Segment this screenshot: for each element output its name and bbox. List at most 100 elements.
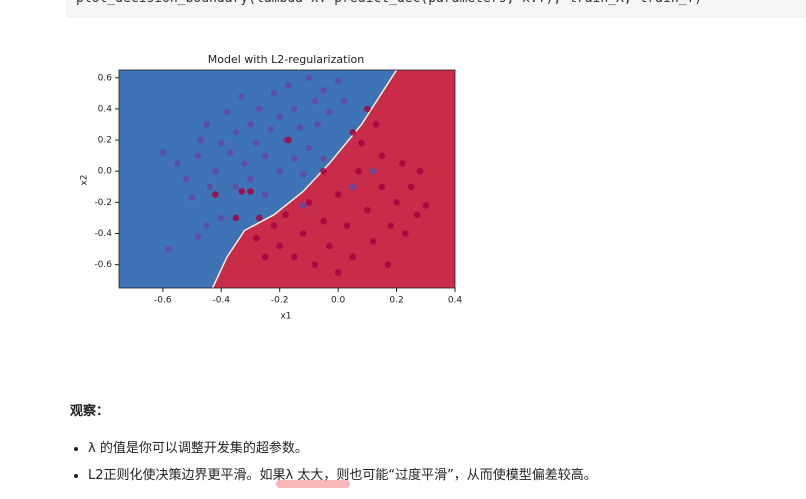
code-cell: plot_decision_boundary(lambda x: predict… <box>66 0 806 18</box>
point <box>165 245 172 253</box>
point <box>159 149 167 156</box>
point <box>270 222 278 230</box>
point <box>334 77 342 85</box>
point <box>285 82 292 89</box>
point <box>261 152 269 159</box>
point <box>378 152 386 159</box>
point <box>212 167 219 175</box>
point <box>253 139 260 147</box>
point <box>393 199 400 206</box>
point <box>206 183 213 191</box>
x-tick-label: 0.0 <box>331 296 346 306</box>
point <box>247 175 254 183</box>
point <box>343 222 351 230</box>
point <box>299 230 307 237</box>
point <box>197 136 205 144</box>
point <box>182 175 190 183</box>
point <box>320 217 327 225</box>
point <box>247 188 254 195</box>
highlight <box>276 480 350 488</box>
point <box>267 125 275 133</box>
point <box>378 183 386 191</box>
decision-boundary <box>211 69 398 289</box>
notes-list: λ 的值是你可以调整开发集的超参数。 L2正则化使决策边界更平滑。如果λ 太大，… <box>70 437 597 483</box>
point <box>241 160 248 167</box>
chart: Model with L2-regularization x1 x2 -0.6 -… <box>80 53 463 322</box>
point <box>255 105 263 113</box>
notes: 观察： λ 的值是你可以调整开发集的超参数。 L2正则化使决策边界更平滑。如果λ… <box>70 400 597 491</box>
point <box>358 139 365 147</box>
point <box>232 214 240 222</box>
point <box>255 214 263 222</box>
point <box>384 261 392 268</box>
chart-title: Model with L2-regularization <box>208 53 364 66</box>
y-axis-label: x2 <box>80 174 90 185</box>
y-tick-label: 0.6 <box>98 73 113 83</box>
y-tick-label: -0.4 <box>94 229 112 239</box>
point <box>387 222 395 230</box>
point <box>270 90 278 97</box>
point <box>399 160 406 167</box>
point <box>212 191 219 198</box>
point <box>291 253 298 261</box>
note-item: L2正则化使决策边界更平滑。如果λ 太大，则也可能“过度平滑”，从而使模型偏差较… <box>88 464 597 483</box>
note-item: λ 的值是你可以调整开发集的超参数。 <box>88 437 597 456</box>
point <box>223 108 231 116</box>
point <box>238 188 246 195</box>
point <box>291 105 298 113</box>
x-tick-label: 0.4 <box>448 296 463 306</box>
point <box>203 121 210 128</box>
y-tick-label: 0.0 <box>98 167 113 177</box>
y-tick-label: 0.4 <box>98 104 113 114</box>
point <box>238 93 246 100</box>
point <box>226 149 234 156</box>
point <box>320 167 327 175</box>
point <box>296 124 304 131</box>
point <box>194 152 202 159</box>
point <box>326 108 333 116</box>
point <box>340 97 348 105</box>
point <box>188 194 196 201</box>
point <box>305 199 313 206</box>
point <box>372 121 380 128</box>
point <box>261 253 269 261</box>
point <box>422 202 430 209</box>
point <box>369 237 377 245</box>
x-tick-label: -0.6 <box>154 296 172 306</box>
plot-frame <box>118 69 456 289</box>
y-tick-label: -0.2 <box>94 198 112 208</box>
point <box>305 144 313 152</box>
point <box>217 139 225 147</box>
point <box>416 167 424 175</box>
point <box>311 97 319 105</box>
point <box>314 121 321 128</box>
x-axis-label: x1 <box>280 312 291 322</box>
point <box>232 183 240 191</box>
point <box>364 206 371 214</box>
point <box>217 214 225 222</box>
point <box>320 86 327 94</box>
point <box>407 183 415 191</box>
point <box>194 233 202 240</box>
x-tick-label: 0.2 <box>389 296 403 306</box>
point <box>402 230 409 237</box>
point <box>282 211 289 219</box>
point <box>232 128 240 136</box>
point <box>174 160 181 167</box>
notes-heading: 观察： <box>70 404 110 419</box>
point <box>355 167 362 175</box>
point <box>305 74 313 82</box>
point <box>285 136 292 144</box>
point <box>299 171 307 178</box>
x-tick-label: -0.4 <box>212 296 230 306</box>
point <box>253 234 260 242</box>
point <box>261 191 269 198</box>
point <box>291 155 298 163</box>
point <box>349 183 357 191</box>
point <box>276 113 283 121</box>
point <box>247 121 254 128</box>
point <box>276 167 283 175</box>
point <box>413 211 421 219</box>
point <box>334 269 342 276</box>
